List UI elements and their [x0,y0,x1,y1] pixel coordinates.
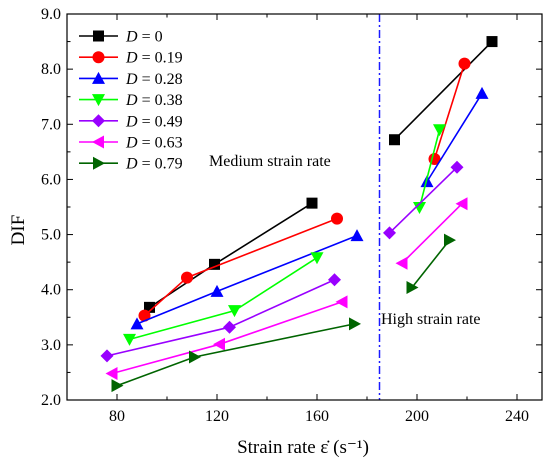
data-point [100,349,114,363]
series-line [388,166,458,234]
x-tick-label: 240 [505,408,529,425]
y-tick-label: 8.0 [41,61,61,78]
data-point [105,367,118,381]
y-tick-label: 9.0 [41,6,61,23]
axes: 80 120 160 200 240 2.0 3.0 4.0 5.0 6.0 7.0 8.0 9.0 [41,6,543,425]
data-point [455,197,468,211]
data-point [111,379,124,393]
data-point [130,317,144,330]
series-line [149,202,313,309]
data-point [433,124,446,137]
x-tick-label: 200 [405,408,429,425]
legend-item-6: D = 0.79 [79,156,183,173]
legend-item-5: D = 0.63 [79,135,183,152]
data-point [213,337,225,351]
y-tick-label: 5.0 [41,227,61,244]
data-point [335,295,348,309]
data-point [189,350,201,364]
legend: D = 0 D = 0.19 D = 0.28 D = 0.38 D = 0.49 D =… [79,29,183,173]
series-6 [111,233,456,393]
data-point [138,309,151,322]
series-line [393,41,493,141]
legend-marker [92,71,105,84]
data-point [328,273,341,287]
legend-label: D = 0.38 [125,92,183,109]
legend-marker [92,94,105,107]
data-point [486,36,498,48]
data-point [383,226,396,240]
x-tick-label: 120 [205,408,229,425]
data-point [444,233,456,247]
data-point [475,86,489,99]
data-point [306,197,318,209]
legend-item-1: D = 0.19 [79,50,183,67]
legend-marker [93,30,104,42]
y-tick-label: 6.0 [41,171,61,188]
x-tick-label: 80 [109,408,125,425]
series-line [426,92,483,183]
data-point [223,320,236,334]
y-tick-label: 2.0 [41,392,61,409]
data-point [450,160,464,174]
series-line [433,63,466,160]
data-point [181,271,193,284]
data-point [349,317,361,331]
series-0 [144,36,498,313]
data-point [395,256,408,270]
series-line [136,234,358,325]
legend-item-3: D = 0.38 [79,92,183,109]
series-line [401,203,463,264]
series-line [418,129,441,208]
legend-marker [93,156,105,170]
annotation-high-strain-rate: High strain rate [381,311,481,328]
annotation-medium-strain-rate: Medium strain rate [209,153,331,170]
y-tick-label: 4.0 [41,282,61,299]
legend-label: D = 0.63 [125,135,183,152]
legend-label: D = 0.19 [125,50,183,67]
series-line [143,217,338,317]
legend-item-4: D = 0.49 [79,113,183,130]
data-point [406,281,419,295]
x-tick-label: 160 [305,408,329,425]
data-point [458,57,471,70]
series-4 [100,160,464,363]
y-tick-label: 3.0 [41,337,61,354]
legend-marker [92,114,105,128]
data-point [144,301,155,313]
data-point [413,202,426,215]
data-point [331,212,343,225]
data-point [123,333,136,346]
plot-content [100,14,498,400]
legend-label: D = 0 [125,29,163,46]
data-point [350,229,364,242]
series-line [411,239,451,289]
data-point [310,252,324,265]
series-1 [138,57,471,322]
series-5 [105,197,468,381]
legend-marker [92,135,104,149]
legend-label: D = 0.49 [125,113,183,130]
y-tick-label: 7.0 [41,116,61,133]
data-point [389,134,400,146]
legend-item-0: D = 0 [79,29,163,46]
data-point [228,305,241,318]
legend-label: D = 0.79 [125,156,183,173]
legend-label: D = 0.28 [125,71,183,88]
legend-marker [92,51,105,64]
series-3 [123,124,446,346]
x-axis-label: Strain rate ε̇ (s⁻¹) [237,437,369,458]
y-axis-label: DIF [8,215,29,246]
data-point [209,258,220,270]
legend-item-2: D = 0.28 [79,71,183,88]
data-point [210,284,224,297]
